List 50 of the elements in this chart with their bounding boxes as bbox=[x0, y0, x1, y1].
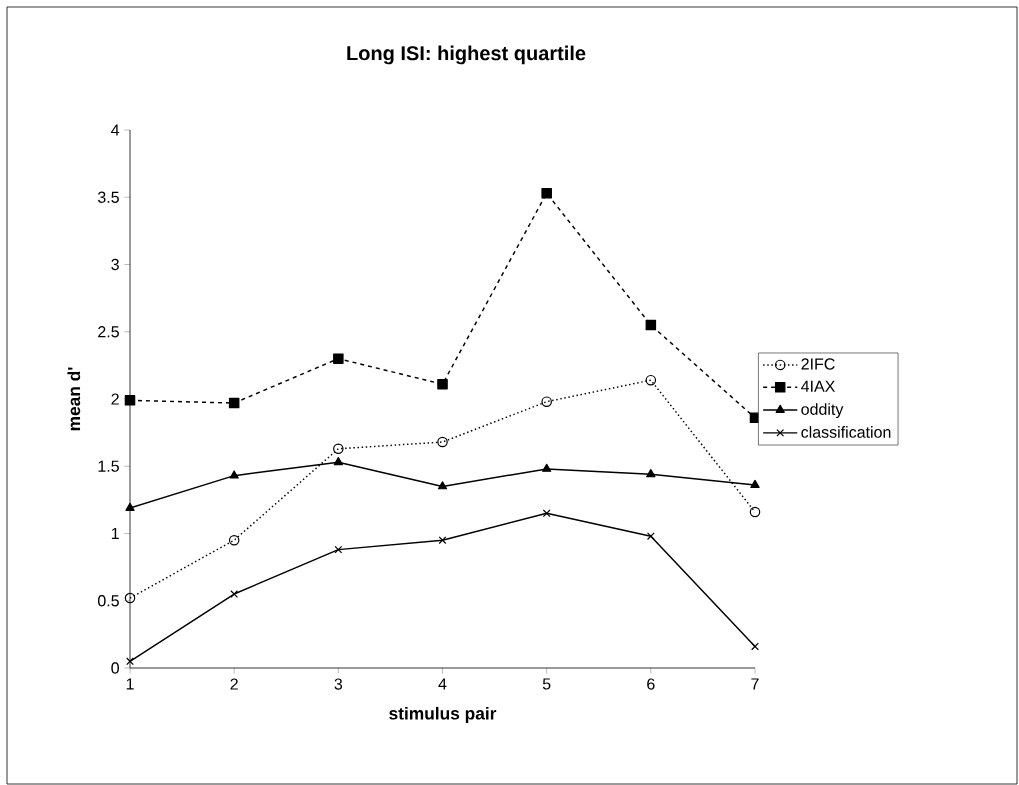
x-tick-label: 4 bbox=[438, 678, 447, 690]
point bbox=[228, 534, 240, 546]
legend-label: classification bbox=[801, 426, 891, 438]
y-tick-label: 0.5 bbox=[97, 595, 119, 607]
point bbox=[124, 592, 136, 604]
legend-label: oddity bbox=[801, 403, 844, 419]
point bbox=[333, 443, 344, 455]
point bbox=[541, 187, 552, 199]
point bbox=[749, 506, 761, 518]
y-axis-title: mean d' bbox=[67, 367, 81, 431]
y-tick-label: 4 bbox=[111, 124, 120, 136]
y-tick-label: 0 bbox=[111, 662, 119, 674]
y-tick-label: 1 bbox=[111, 528, 119, 539]
point bbox=[541, 396, 552, 407]
point bbox=[542, 509, 551, 518]
point bbox=[334, 545, 343, 554]
point bbox=[333, 353, 344, 364]
point bbox=[646, 469, 656, 478]
y-tick-label: 3.5 bbox=[97, 191, 119, 203]
point bbox=[646, 532, 655, 541]
point bbox=[228, 397, 240, 409]
x-tick-label: 7 bbox=[751, 678, 759, 690]
chart-title: Long ISI: highest quartile bbox=[347, 45, 586, 65]
point bbox=[437, 378, 448, 390]
y-tick-label: 3 bbox=[111, 258, 119, 271]
x-axis-title: stimulus pair bbox=[389, 706, 497, 724]
point bbox=[437, 481, 448, 490]
point bbox=[230, 590, 239, 598]
y-tick-label: 2.5 bbox=[98, 326, 119, 338]
point bbox=[645, 374, 657, 386]
point bbox=[333, 456, 343, 466]
point bbox=[126, 657, 134, 666]
y-tick-label: 2 bbox=[111, 393, 119, 405]
point bbox=[124, 395, 136, 406]
point bbox=[125, 502, 135, 511]
point bbox=[437, 436, 448, 448]
legend-label: 4IAX bbox=[801, 380, 836, 392]
point bbox=[542, 463, 552, 472]
x-tick-label: 3 bbox=[334, 678, 343, 690]
x-tick-label: 1 bbox=[126, 678, 134, 690]
point bbox=[229, 470, 239, 479]
point bbox=[750, 479, 760, 489]
point bbox=[438, 536, 447, 545]
x-tick-label: 5 bbox=[542, 678, 551, 690]
x-tick-label: 2 bbox=[230, 678, 238, 690]
point bbox=[645, 319, 657, 331]
x-tick-label: 6 bbox=[647, 678, 655, 690]
y-tick-label: 1.5 bbox=[98, 460, 119, 472]
point bbox=[751, 642, 759, 651]
legend-label: 2IFC bbox=[801, 358, 835, 370]
